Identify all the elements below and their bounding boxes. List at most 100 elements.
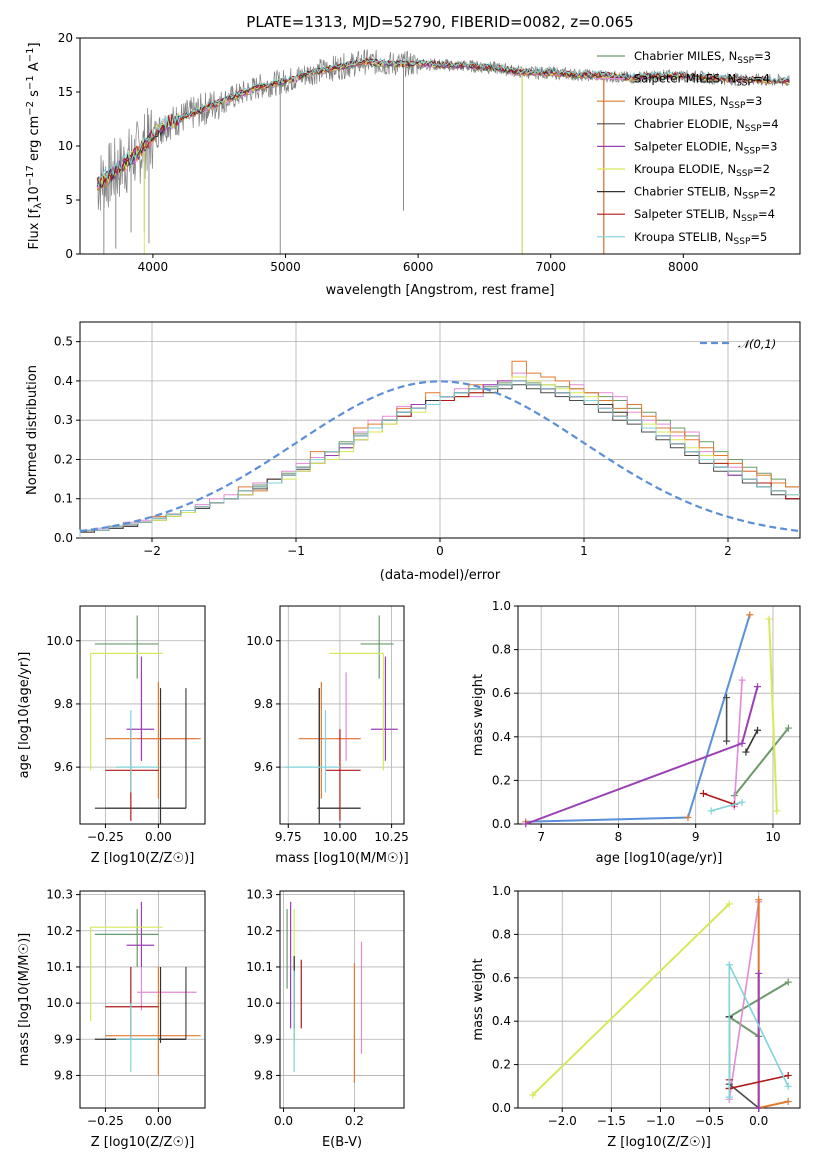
- marker-plus: [738, 676, 746, 684]
- marker-plus: [723, 694, 731, 702]
- y-axis-label-part: A: [27, 62, 42, 75]
- x-axis-label: wavelength [Angstrom, rest frame]: [326, 283, 555, 298]
- errorbars: [286, 901, 363, 1083]
- legend-label-sub: SSP: [737, 56, 754, 66]
- marker-plus: [784, 978, 792, 986]
- marker-plus: [725, 1093, 733, 1101]
- y-tick-label: 9.9: [54, 1032, 73, 1046]
- EBV_vs_mass-panel: 0.0 0.2 9.8 9.9 10.0 10.1 10.2 10.3 E(B-V): [246, 888, 405, 1150]
- y-tick-label: 0.8: [492, 643, 511, 657]
- marker-plus: [725, 961, 733, 969]
- weight-line: [733, 680, 743, 807]
- age_vs_weight-panel: 7 8 9 10 0.0 0.2 0.4 0.6 0.8 1.0 age [log10(age/yr…: [471, 599, 801, 866]
- y-axis-label-part: −1: [25, 48, 36, 63]
- x-tick-label: 1: [580, 544, 588, 558]
- marker-plus: [755, 969, 763, 977]
- legend-label: Kroupa ELODIE, NSSP=2: [634, 162, 770, 179]
- legend-label-main: Chabrier ELODIE, N: [634, 117, 745, 131]
- legend-label-main: Salpeter ELODIE, N: [634, 139, 744, 153]
- y-axis-label: age [log10(age/yr)]: [17, 652, 32, 779]
- x-tick-label: −0.5: [695, 1114, 724, 1128]
- x-tick-label: 7: [537, 830, 545, 844]
- x-axis-label: Z [log10(Z/Z☉)]: [91, 1135, 195, 1150]
- y-tick-label: 9.8: [254, 697, 273, 711]
- legend-label: Chabrier STELIB, NSSP=2: [634, 185, 776, 202]
- y-tick-label: 0: [65, 247, 73, 261]
- y-tick-label: 20: [58, 31, 73, 45]
- x-tick-label: 8: [615, 830, 623, 844]
- marker-plus: [755, 1104, 763, 1112]
- legend-label: Kroupa MILES, NSSP=3: [634, 94, 762, 111]
- x-tick-label: 7000: [535, 260, 566, 274]
- axes-frame: [517, 890, 801, 1109]
- y-tick-label: 0.2: [492, 773, 511, 787]
- weight-line: [745, 729, 759, 753]
- y-tick-label: 0.3: [54, 413, 73, 427]
- x-tick-label: 8000: [668, 260, 699, 274]
- x-axis-label: Z [log10(Z/Z☉)]: [91, 851, 195, 866]
- y-axis-label-part: Flux [f: [27, 208, 42, 249]
- x-tick-label: 4000: [138, 260, 169, 274]
- y-axis-label: Flux [fλ10−17 erg cm−2 s−1 A−1]: [25, 42, 44, 249]
- x-tick-label: −1.0: [646, 1114, 675, 1128]
- y-tick-label: 9.8: [54, 697, 73, 711]
- marker-plus: [723, 737, 731, 745]
- errorbars: [89, 615, 201, 824]
- x-tick-label: 10.00: [323, 830, 357, 844]
- legend-label: Salpeter MILES, NSSP=4: [634, 72, 770, 89]
- model-spectrum-line: [97, 57, 790, 186]
- legend-label-sub: SSP: [729, 101, 746, 111]
- y-tick-label: 9.9: [254, 1032, 273, 1046]
- spectrum-plot-area: [96, 49, 790, 254]
- marker-plus: [684, 813, 692, 821]
- marker-plus: [522, 820, 530, 828]
- legend-label-main: Salpeter MILES, N: [634, 72, 736, 86]
- legend-label-suffix: =5: [750, 230, 767, 244]
- x-tick-label: 0.0: [274, 1114, 293, 1128]
- axes-frame: [79, 321, 801, 539]
- x-tick-label: 5000: [270, 260, 301, 274]
- x-tick-label: 10.25: [374, 830, 408, 844]
- axes-frame: [279, 890, 405, 1109]
- x-tick-label: 0.0: [749, 1114, 768, 1128]
- x-axis-label: Z [log10(Z/Z☉)]: [607, 1135, 711, 1150]
- y-tick-label: 10.0: [246, 634, 273, 648]
- Z_vs_mass-panel: −0.25 0.00 9.8 9.9 10.0 10.1 10.2 10.3 Z [log10(…: [17, 888, 206, 1150]
- y-axis-label-part: −1: [25, 75, 36, 90]
- y-tick-label: 15: [58, 85, 73, 99]
- y-tick-label: 10.3: [246, 888, 273, 902]
- y-tick-label: 0.4: [492, 1014, 511, 1028]
- y-tick-label: 9.8: [254, 1068, 273, 1082]
- legend-label: Chabrier MILES, NSSP=3: [634, 49, 771, 66]
- weight-line: [532, 903, 730, 1096]
- marker-plus: [754, 683, 762, 691]
- histogram-step: [79, 380, 800, 538]
- marker-plus: [784, 1071, 792, 1079]
- legend-label: Kroupa STELIB, NSSP=5: [634, 230, 767, 247]
- marker-plus: [738, 739, 746, 747]
- y-tick-label: 0.6: [492, 686, 511, 700]
- legend-label-suffix: =4: [762, 117, 779, 131]
- legend-label: Salpeter ELODIE, NSSP=3: [634, 139, 777, 156]
- y-tick-label: 9.6: [254, 760, 273, 774]
- y-axis-label: Normed distribution: [25, 365, 40, 495]
- axes-frame: [79, 605, 206, 825]
- mass_vs_age-panel: 9.75 10.00 10.25 9.6 9.8 10.0 mass [log10(M/M☉…: [246, 605, 409, 866]
- y-tick-label: 0.6: [492, 971, 511, 985]
- model-spectrum-line: [96, 56, 790, 185]
- x-tick-label: 0: [436, 544, 444, 558]
- x-tick-label: 9.75: [275, 830, 302, 844]
- y-axis-label: mass weight: [471, 958, 486, 1040]
- y-tick-label: 10.0: [46, 996, 73, 1010]
- legend-label-main: Kroupa STELIB, N: [634, 230, 734, 244]
- legend-label-suffix: =3: [761, 139, 778, 153]
- legend-label-main: Kroupa ELODIE, N: [634, 162, 736, 176]
- y-tick-label: 0.5: [54, 335, 73, 349]
- y-tick-label: 10.2: [46, 924, 73, 938]
- weight-line: [710, 801, 743, 812]
- y-tick-label: 10.2: [246, 924, 273, 938]
- x-axis-label: (data-model)/error: [380, 568, 501, 583]
- x-tick-label: 10: [765, 830, 780, 844]
